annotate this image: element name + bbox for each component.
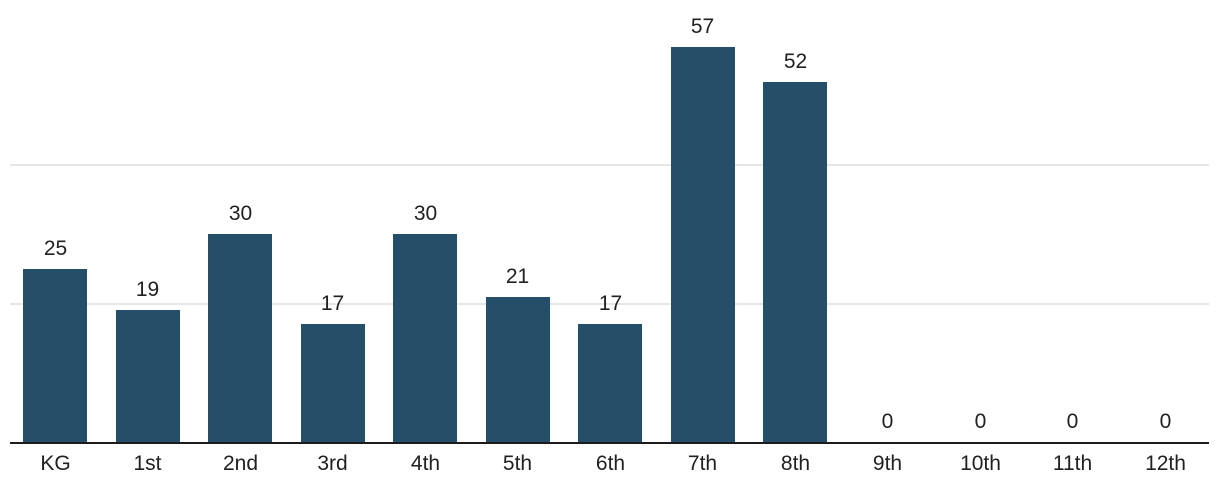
value-label-3rd: 17 bbox=[320, 292, 345, 315]
value-label-10th: 0 bbox=[974, 410, 987, 433]
value-label-8th: 52 bbox=[783, 50, 808, 73]
bar-1st bbox=[116, 310, 180, 442]
gridline-20 bbox=[10, 303, 1209, 305]
x-axis-labels: KG 1st 2nd 3rd 4th 5th 6th 7th 8th 9th 10th 11th 12t… bbox=[0, 452, 1220, 482]
x-tick-label-4th: 4th bbox=[410, 452, 441, 475]
value-label-1st: 19 bbox=[135, 278, 160, 301]
value-label-11th: 0 bbox=[1066, 410, 1079, 433]
x-tick-label-kg: KG bbox=[40, 452, 71, 475]
value-label-5th: 21 bbox=[505, 265, 530, 288]
x-tick-label-3rd: 3rd bbox=[317, 452, 348, 475]
bar-5th bbox=[486, 297, 550, 442]
bar-2nd bbox=[208, 234, 272, 442]
x-tick-label-9th: 9th bbox=[872, 452, 903, 475]
x-tick-label-5th: 5th bbox=[502, 452, 533, 475]
x-axis-line bbox=[10, 442, 1209, 444]
bar-6th bbox=[578, 324, 642, 442]
x-tick-label-11th: 11th bbox=[1052, 452, 1093, 475]
value-label-7th: 57 bbox=[690, 15, 715, 38]
bar-8th bbox=[763, 82, 827, 442]
x-tick-label-7th: 7th bbox=[687, 452, 718, 475]
value-label-6th: 17 bbox=[598, 292, 623, 315]
value-label-9th: 0 bbox=[881, 410, 894, 433]
value-label-12th: 0 bbox=[1159, 410, 1172, 433]
bar-4th bbox=[393, 234, 457, 442]
bar-7th bbox=[671, 47, 735, 442]
x-tick-label-1st: 1st bbox=[133, 452, 162, 475]
x-tick-label-8th: 8th bbox=[780, 452, 811, 475]
value-label-kg: 25 bbox=[43, 237, 68, 260]
x-tick-label-2nd: 2nd bbox=[222, 452, 259, 475]
bar-3rd bbox=[301, 324, 365, 442]
x-tick-label-12th: 12th bbox=[1145, 452, 1186, 475]
value-label-2nd: 30 bbox=[228, 202, 253, 225]
x-tick-label-6th: 6th bbox=[595, 452, 626, 475]
bar-kg bbox=[23, 269, 87, 442]
gridline-40 bbox=[10, 164, 1209, 166]
plot-area: 25 19 30 17 30 21 17 57 52 0 0 0 0 bbox=[10, 15, 1209, 442]
value-label-4th: 30 bbox=[413, 202, 438, 225]
x-tick-label-10th: 10th bbox=[960, 452, 1001, 475]
